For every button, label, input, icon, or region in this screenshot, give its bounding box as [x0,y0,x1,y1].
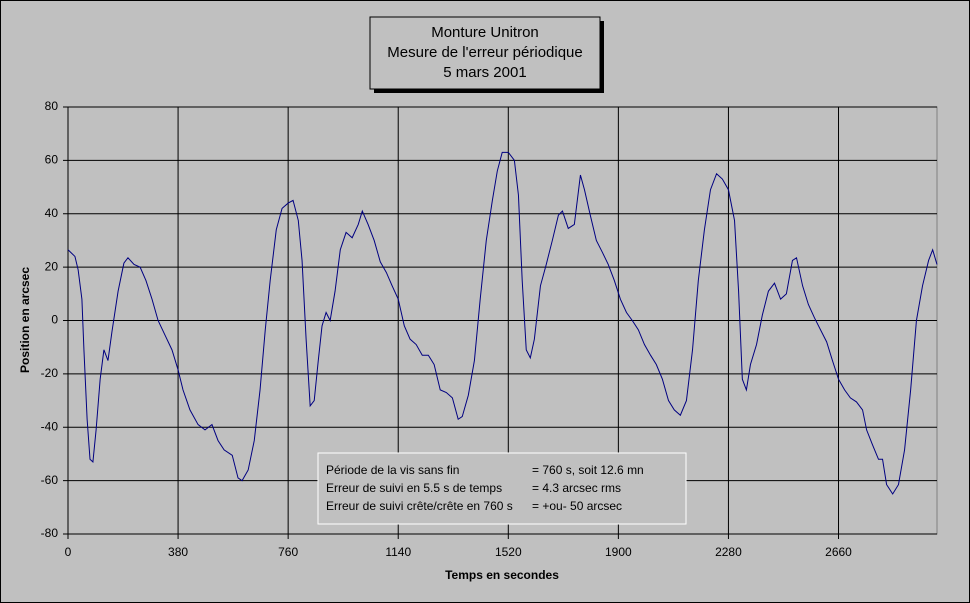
chart-title: Mesure de l'erreur périodique [387,44,582,61]
x-tick-label: 0 [65,545,72,559]
x-tick-label: 2280 [715,545,742,559]
x-tick-label: 1520 [495,545,522,559]
annotation: = +ou- 50 arcsec [532,499,622,513]
annotation: = 4.3 arcsec rms [532,481,621,495]
annotation: Période de la vis sans fin [326,463,459,477]
y-tick-label: -80 [41,526,59,540]
y-tick-label: 20 [45,259,59,273]
x-axis-label: Temps en secondes [445,568,559,582]
marks [67,151,938,495]
annotation: = 760 s, soit 12.6 mn [532,463,644,477]
y-tick-label: 60 [45,153,59,167]
x-tick-label: 1900 [605,545,632,559]
title-box [369,16,601,90]
y-tick-label: 0 [51,313,58,327]
y-tick-label: -20 [41,366,59,380]
y-tick-label: 80 [45,99,59,113]
data-line [67,151,938,495]
y-tick-label: -40 [41,419,59,433]
y-tick-label: -60 [41,473,59,487]
chart-title: Monture Unitron [431,24,539,41]
x-tick-label: 2660 [825,545,852,559]
x-tick-label: 1140 [385,545,411,559]
chart-title: 5 mars 2001 [443,64,526,81]
y-axis-label: Position en arcsec [18,267,32,373]
x-tick-label: 380 [168,545,188,559]
annotation-box [317,452,687,525]
y-tick-label: 40 [45,206,59,220]
x-tick-label: 760 [278,545,298,559]
annotation: Erreur de suivi crête/crête en 760 s [326,499,513,513]
annotation: Erreur de suivi en 5.5 s de temps [326,481,502,495]
